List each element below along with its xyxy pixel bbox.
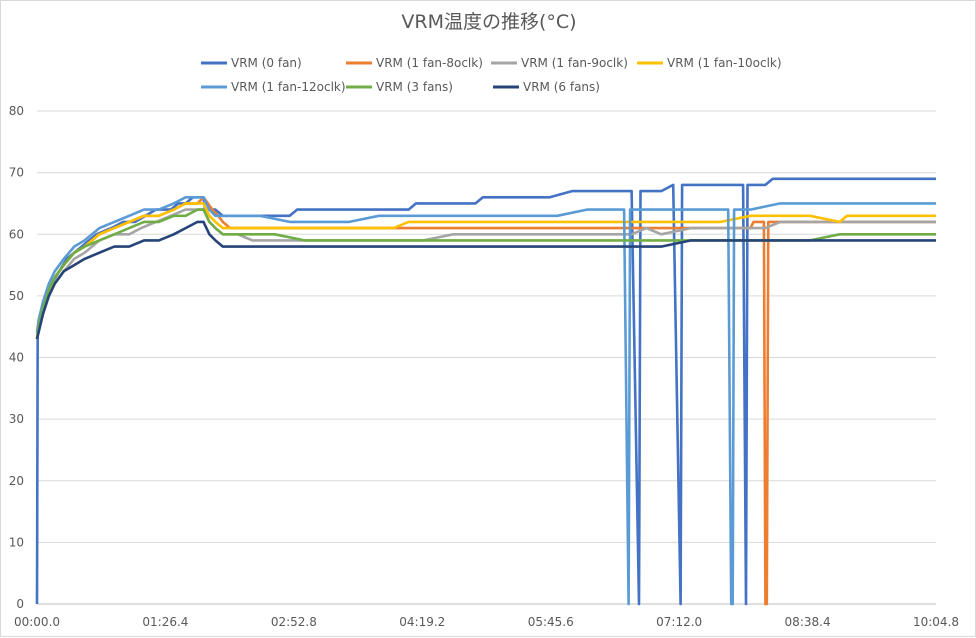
legend: VRM (0 fan) VRM (1 fan-8oclk) VRM (1 fan-9… <box>201 56 782 94</box>
y-tick-label: 50 <box>9 289 24 303</box>
legend-label: VRM (3 fans) <box>376 80 453 94</box>
y-tick-label: 70 <box>9 166 24 180</box>
legend-label: VRM (6 fans) <box>523 80 600 94</box>
series-line-6 <box>35 220 936 340</box>
gridlines <box>37 110 936 605</box>
legend-item: VRM (1 fan-8oclk) <box>346 56 483 70</box>
y-tick-label: 40 <box>9 351 24 365</box>
legend-item: VRM (1 fan-10oclk) <box>637 56 782 70</box>
y-tick-label: 80 <box>9 104 24 118</box>
y-tick-label: 20 <box>9 474 24 488</box>
x-tick-label: 05:45.6 <box>528 615 574 629</box>
legend-item: VRM (1 fan-12oclk) <box>201 80 346 94</box>
y-tick-label: 30 <box>9 412 24 426</box>
legend-item: VRM (6 fans) <box>493 80 600 94</box>
series-line-1 <box>35 196 936 606</box>
x-tick-label: 08:38.4 <box>785 615 831 629</box>
x-tick-label: 02:52.8 <box>271 615 317 629</box>
x-tick-label: 10:04.8 <box>913 615 959 629</box>
y-axis-ticks: 0 10 20 30 40 50 60 70 80 <box>9 104 24 611</box>
x-tick-label: 07:12.0 <box>656 615 702 629</box>
legend-item: VRM (3 fans) <box>346 80 453 94</box>
legend-label: VRM (1 fan-8oclk) <box>376 56 483 70</box>
y-tick-label: 0 <box>16 597 24 611</box>
legend-item: VRM (1 fan-9oclk) <box>491 56 628 70</box>
y-tick-label: 10 <box>9 535 24 549</box>
x-tick-label: 04:19.2 <box>399 615 445 629</box>
legend-label: VRM (0 fan) <box>231 56 302 70</box>
x-axis-ticks: 00:00.0 01:26.4 02:52.8 04:19.2 05:45.6 07:12… <box>14 615 959 629</box>
legend-label: VRM (1 fan-9oclk) <box>521 56 628 70</box>
y-tick-label: 60 <box>9 227 24 241</box>
series-line-3 <box>35 202 936 340</box>
legend-label: VRM (1 fan-12oclk) <box>231 80 346 94</box>
legend-label: VRM (1 fan-10oclk) <box>667 56 782 70</box>
x-tick-label: 01:26.4 <box>142 615 188 629</box>
chart-title: VRM温度の推移(°C) <box>401 11 576 33</box>
series-line-4 <box>35 196 936 606</box>
series-lines <box>35 177 936 606</box>
series-line-0 <box>35 177 936 606</box>
x-tick-label: 00:00.0 <box>14 615 60 629</box>
legend-item: VRM (0 fan) <box>201 56 302 70</box>
